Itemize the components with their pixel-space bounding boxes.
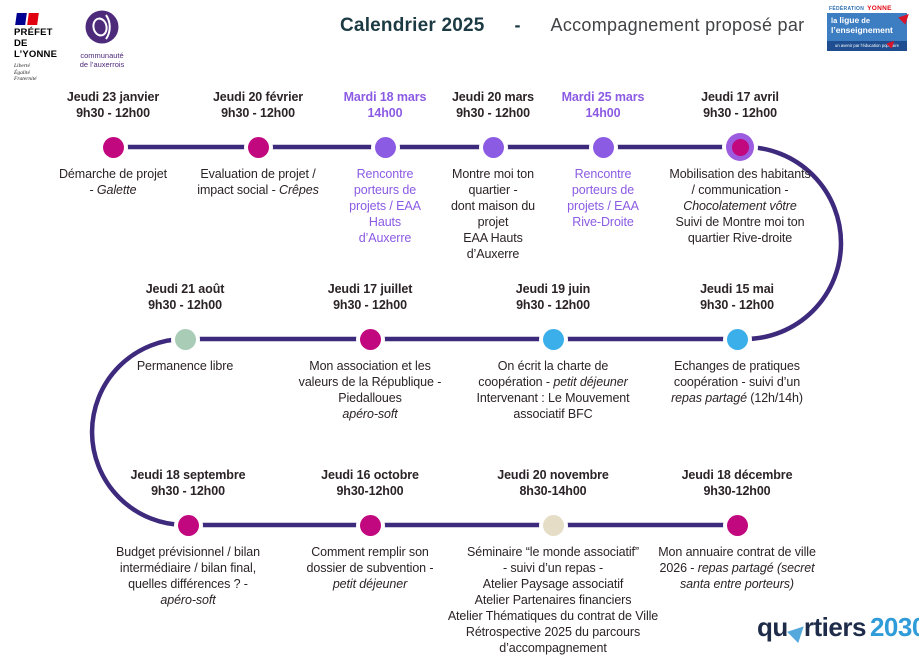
event-date: Mardi 18 mars 14h00 — [343, 90, 427, 120]
prefet-name-line2: DE L’YONNE — [14, 38, 58, 60]
event-description: On écrit la charte de coopération - petit… — [476, 359, 630, 421]
communaute-auxerrois-logo: communauté de l’auxerrois — [74, 10, 130, 69]
page-title: Calendrier 2025 - Accompagnement proposé… — [340, 15, 804, 37]
event-date: Jeudi 18 décembre 9h30-12h00 — [681, 468, 793, 498]
quartiers-logo-year: 2030 — [869, 612, 919, 642]
event-date: Jeudi 19 juin 9h30 - 12h00 — [515, 282, 591, 312]
communaute-circle-icon — [85, 10, 119, 44]
quartiers-logo-rtiers: rtiers — [803, 612, 867, 642]
event-description: Mobilisation des habitants / communicatio… — [669, 167, 811, 245]
event-date: Jeudi 21 août 9h30 - 12h00 — [145, 282, 225, 312]
event-dot — [722, 510, 752, 540]
event-dot — [538, 510, 568, 540]
timeline-path — [89, 144, 844, 528]
event-dot — [722, 324, 752, 354]
event-dot — [173, 510, 203, 540]
event-dot — [355, 510, 385, 540]
event-date: Jeudi 17 juillet 9h30 - 12h00 — [327, 282, 413, 312]
event-dot — [98, 132, 128, 162]
event-dot — [588, 132, 618, 162]
event-date: Jeudi 15 mai 9h30 - 12h00 — [700, 282, 774, 312]
event-description: Mon association et les valeurs de la Répu… — [298, 359, 442, 421]
event-date: Jeudi 23 janvier 9h30 - 12h00 — [66, 90, 160, 120]
ligue-yonne-label: YONNE — [867, 5, 892, 12]
event-description: Mon annuaire contrat de ville 2026 - repa… — [658, 545, 816, 591]
event-dot — [538, 324, 568, 354]
event-description: Comment remplir son dossier de subvention… — [306, 545, 434, 591]
event-description: Rencontre porteurs de projets / EAA Rive-Dr… — [567, 167, 639, 229]
event-dot — [355, 324, 385, 354]
title-subtitle: Accompagnement proposé par — [550, 15, 805, 35]
event-dot — [243, 132, 273, 162]
event-description: Permanence libre — [136, 359, 234, 373]
prefet-name-line1: PRÉFET — [14, 27, 53, 38]
event-date: Jeudi 20 février 9h30 - 12h00 — [212, 90, 304, 120]
event-dot — [170, 324, 200, 354]
event-dot — [722, 129, 758, 165]
ligue-enseignement-logo: FÉDÉRATION YONNE la ligue de l’enseignem… — [827, 5, 913, 51]
title-calendar: Calendrier 2025 — [340, 15, 485, 36]
event-date: Jeudi 16 octobre 9h30-12h00 — [321, 468, 419, 498]
event-date: Jeudi 18 septembre 9h30 - 12h00 — [130, 468, 246, 498]
event-description: Echanges de pratiques coopération - suivi… — [671, 359, 803, 405]
prefet-motto: Liberté Égalité Fraternité — [14, 63, 37, 82]
event-dot — [370, 132, 400, 162]
event-description: Séminaire “le monde associatif” - suivi d… — [447, 545, 659, 655]
event-description: Montre moi ton quartier - dont maison du pr… — [450, 167, 536, 261]
event-date: Jeudi 20 novembre 8h30-14h00 — [497, 468, 609, 498]
ligue-federation-label: FÉDÉRATION — [829, 6, 865, 12]
quartiers-2030-logo: qu ▶ rtiers 2030 — [757, 612, 919, 644]
event-date: Jeudi 20 mars 9h30 - 12h00 — [451, 90, 535, 120]
quartiers-logo-qu: qu — [757, 612, 788, 642]
prefet-logo: PRÉFET DE L’YONNE Liberté Égalité Frater… — [14, 13, 72, 83]
event-description: Budget prévisionnel / bilan intermédiaire… — [116, 545, 260, 607]
event-dot — [478, 132, 508, 162]
event-date: Jeudi 17 avril 9h30 - 12h00 — [701, 90, 779, 120]
ligue-tagline: un avenir par l’éducation populaire — [827, 41, 907, 51]
event-description: Evaluation de projet / impact social - Cr… — [197, 167, 319, 197]
event-description: Démarche de projet - Galette — [59, 167, 167, 197]
event-description: Rencontre porteurs de projets / EAA Hauts d’… — [349, 167, 421, 245]
communaute-label: communauté de l’auxerrois — [79, 51, 125, 69]
event-date: Mardi 25 mars 14h00 — [561, 90, 645, 120]
title-separator: - — [514, 15, 521, 35]
